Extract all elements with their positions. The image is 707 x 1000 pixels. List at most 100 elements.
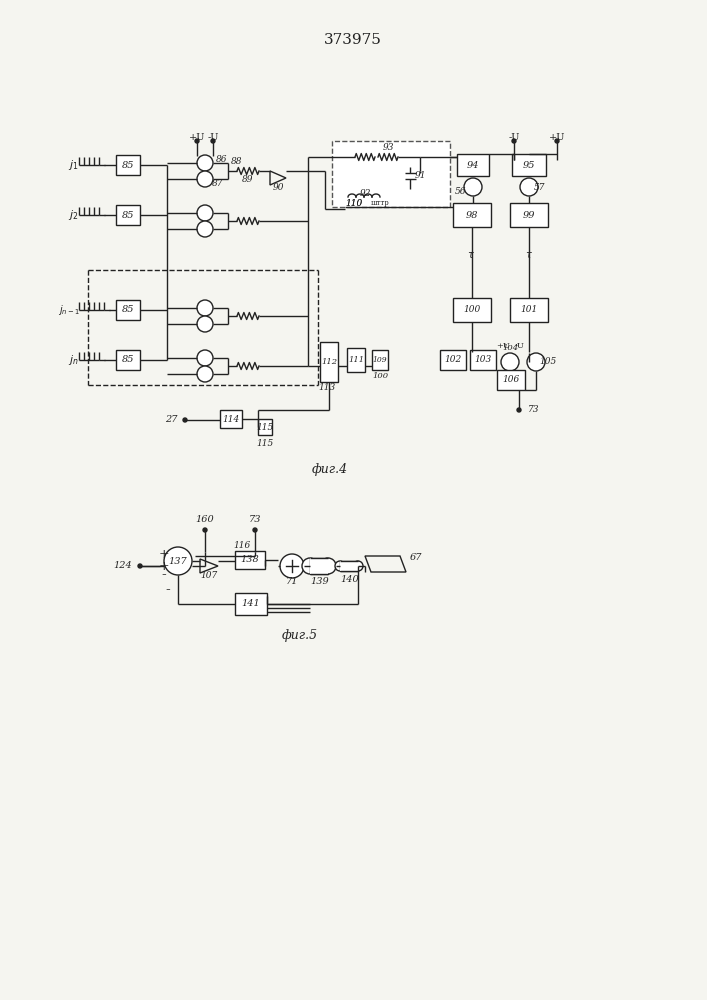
Bar: [453, 203, 491, 227]
Text: 138: 138: [240, 556, 259, 564]
Circle shape: [320, 558, 336, 574]
Circle shape: [195, 139, 199, 143]
Circle shape: [197, 350, 213, 366]
Text: $\tau$: $\tau$: [467, 250, 475, 260]
Text: 85: 85: [122, 306, 134, 314]
Text: 112: 112: [321, 358, 337, 366]
Bar: [440, 350, 466, 370]
Circle shape: [527, 353, 545, 371]
Text: -: -: [165, 583, 170, 597]
Text: 115: 115: [257, 422, 274, 432]
Bar: [258, 419, 272, 435]
Circle shape: [197, 316, 213, 332]
Text: 91: 91: [414, 172, 426, 180]
Bar: [497, 370, 525, 390]
Text: $j_2$: $j_2$: [68, 208, 78, 222]
Text: 111: 111: [348, 356, 364, 364]
Text: 88: 88: [231, 156, 243, 165]
Text: 137: 137: [169, 556, 187, 566]
Circle shape: [211, 139, 215, 143]
Circle shape: [197, 155, 213, 171]
Bar: [220, 410, 242, 428]
Text: 90: 90: [272, 182, 284, 192]
Bar: [116, 350, 140, 370]
Text: 102: 102: [445, 356, 462, 364]
Circle shape: [353, 561, 363, 571]
Text: -U: -U: [207, 132, 218, 141]
Text: +: +: [158, 560, 169, 572]
Text: 139: 139: [310, 578, 329, 586]
Bar: [116, 300, 140, 320]
Text: 116: 116: [233, 540, 250, 550]
Circle shape: [512, 139, 516, 143]
Text: 98: 98: [466, 211, 478, 220]
Bar: [457, 154, 489, 176]
Bar: [510, 203, 548, 227]
Text: 110: 110: [345, 198, 362, 208]
Circle shape: [197, 221, 213, 237]
Circle shape: [520, 178, 538, 196]
Text: 56: 56: [455, 188, 467, 196]
Text: $\tau$: $\tau$: [525, 250, 533, 260]
Circle shape: [138, 564, 142, 568]
Bar: [116, 155, 140, 175]
Text: 89: 89: [243, 174, 254, 184]
Text: 73: 73: [249, 516, 262, 524]
Bar: [235, 551, 265, 569]
Text: 93: 93: [382, 142, 394, 151]
Text: 104: 104: [502, 344, 518, 352]
Bar: [512, 154, 546, 176]
Text: 101: 101: [520, 306, 537, 314]
Text: 114: 114: [223, 414, 240, 424]
Circle shape: [464, 178, 482, 196]
Circle shape: [197, 205, 213, 221]
Circle shape: [280, 554, 304, 578]
Bar: [235, 593, 267, 615]
Circle shape: [335, 561, 345, 571]
Bar: [340, 561, 358, 571]
Text: $j_{n-1}$: $j_{n-1}$: [58, 303, 80, 317]
Text: 141: 141: [242, 599, 260, 608]
Bar: [372, 350, 388, 370]
Text: фиг.4: фиг.4: [312, 464, 348, 477]
Text: +U: +U: [549, 132, 566, 141]
Text: 71: 71: [286, 578, 298, 586]
Text: 92: 92: [359, 188, 370, 198]
Text: $j_n$: $j_n$: [68, 353, 78, 367]
Text: 103: 103: [474, 356, 491, 364]
Circle shape: [197, 366, 213, 382]
Circle shape: [164, 547, 192, 575]
Bar: [453, 298, 491, 322]
Circle shape: [555, 139, 559, 143]
Text: 99: 99: [522, 211, 535, 220]
Text: 85: 85: [122, 211, 134, 220]
Bar: [510, 298, 548, 322]
Bar: [116, 205, 140, 225]
Text: 57: 57: [534, 182, 546, 192]
Circle shape: [183, 418, 187, 422]
Text: 94: 94: [467, 160, 479, 169]
Text: 27: 27: [165, 416, 178, 424]
Text: 100: 100: [463, 306, 481, 314]
Bar: [332, 141, 450, 207]
Text: +U: +U: [189, 132, 205, 141]
Text: 73: 73: [528, 406, 539, 414]
Circle shape: [302, 558, 318, 574]
Text: -U: -U: [515, 342, 525, 350]
Bar: [320, 342, 338, 382]
Circle shape: [203, 528, 207, 532]
Bar: [310, 558, 328, 574]
Bar: [347, 348, 365, 372]
Text: $j_1$: $j_1$: [68, 158, 78, 172]
Bar: [470, 350, 496, 370]
Text: +: +: [158, 548, 169, 562]
Text: 115: 115: [257, 438, 274, 448]
Text: шттр: шттр: [370, 199, 390, 207]
Text: -: -: [162, 568, 166, 582]
Bar: [340, 561, 358, 571]
Text: 67: 67: [410, 554, 423, 562]
Text: 160: 160: [196, 516, 214, 524]
Text: 124: 124: [113, 562, 132, 570]
Text: 85: 85: [122, 160, 134, 169]
Text: 85: 85: [122, 356, 134, 364]
